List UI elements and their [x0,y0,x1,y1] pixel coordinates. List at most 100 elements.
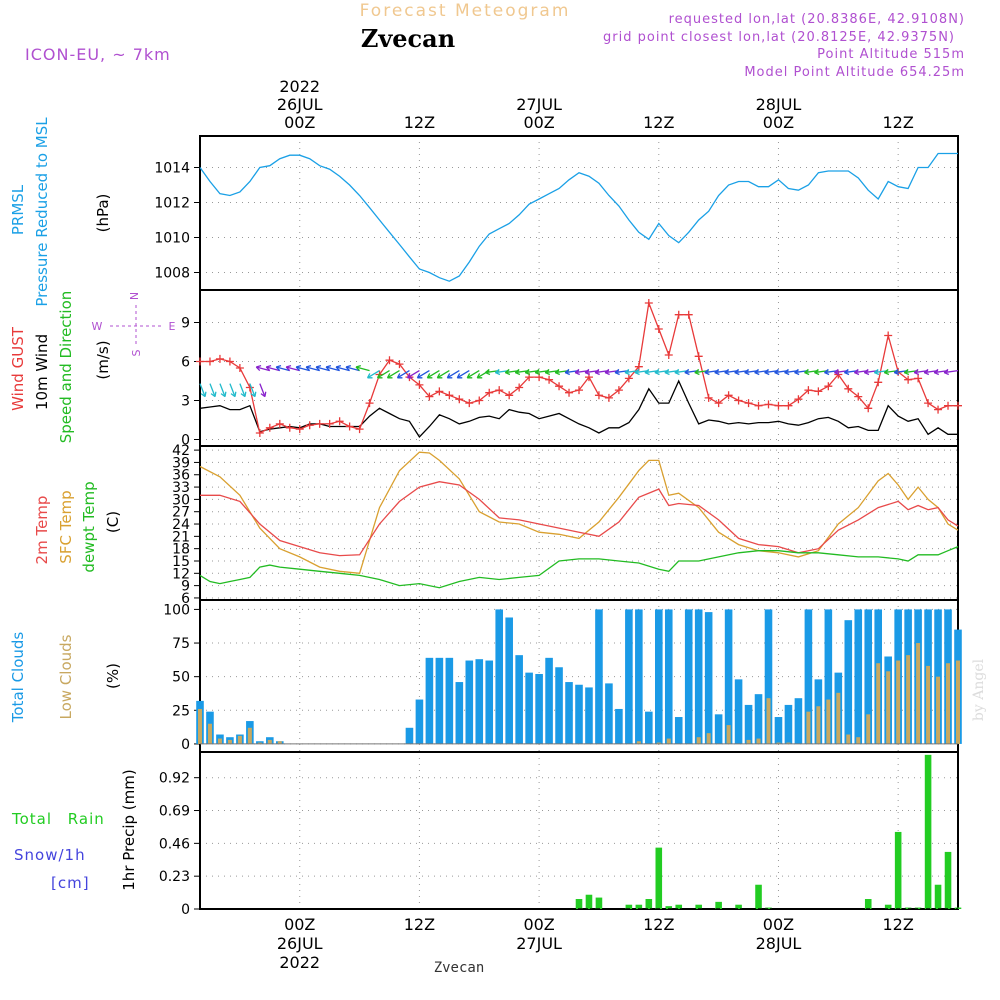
wind-direction-arrow [407,370,420,379]
y-tick-label: 6 [181,355,190,371]
wind-arrow-head [604,368,610,376]
total-cloud-bar [704,612,713,744]
gust-marker [874,378,883,387]
wind-arrow-head [933,368,940,376]
temp-label-2m: 2m Temp [33,496,51,565]
wind-arrow-head [913,368,920,376]
low-cloud-bar [896,660,901,744]
model-name: ICON-EU, ~ 7km [25,45,171,64]
gust-marker [674,310,683,319]
rain-bar [914,907,922,909]
wind-direction-arrow [397,370,410,379]
wind-arrow-head [744,368,750,376]
y-tick-label: 0 [181,737,190,753]
total-cloud-bar [734,679,743,744]
time-label-bottom: 2022 [279,953,320,972]
rain-bar [665,906,673,909]
gust-marker [305,421,314,430]
wind-direction-arrow [355,366,370,372]
y-tick-label: 0 [181,433,190,449]
wind-arrow-head [764,368,770,376]
wind-direction-arrow [417,370,430,379]
gust-marker [555,382,564,391]
total-cloud-bar [784,704,793,744]
total-cloud-bar [545,657,553,744]
temp-unit: (C) [104,511,122,533]
rain-bar [735,904,742,909]
time-label-bottom: 00Z [763,915,794,934]
wind-arrow-head [943,368,949,376]
panel-frame [199,751,959,910]
low-cloud-bar [876,663,881,744]
gust-marker [884,331,893,340]
total-cloud-bar [774,717,783,744]
wind-label-gust: Wind GUST [9,326,27,411]
gust-marker [724,391,733,400]
gust-marker [196,357,204,366]
time-label-bottom: 27JUL [516,934,562,953]
wind-arrow-head [814,368,820,376]
wind-arrow-head [355,365,361,372]
total-cloud-bar [455,682,464,744]
time-label-top: 12Z [643,113,674,132]
y-tick-label: 50 [172,670,190,686]
gust-marker [944,401,953,410]
total-cloud-bar [744,704,753,744]
wind-arrow-head [366,373,373,379]
total-cloud-bar [475,659,484,744]
y-tick-label: 0.69 [159,804,190,820]
gust-marker [804,386,813,395]
y-tick-label: 3 [181,394,190,410]
y-tick-label: 9 [181,579,190,595]
wind-direction-arrow [256,366,270,372]
pressure-unit: (hPa) [94,194,112,233]
wind-arrow-head [466,373,473,379]
gust-marker [734,396,743,405]
time-label-top: 27JUL [516,95,562,114]
wind-arrow-head [724,368,730,376]
pressure-label-prmsl: PRMSL [9,184,27,235]
rain-bar [924,754,932,909]
gust-marker [654,325,663,333]
gust-marker [465,399,474,408]
low-cloud-bar [706,733,711,744]
low-cloud-bar [806,711,811,744]
dewpoint-line [199,545,959,589]
y-tick-label: 18 [172,542,190,558]
gust-marker [784,401,793,410]
gust-marker [684,310,693,319]
wind-arrow-head [416,373,423,379]
low-cloud-bar [816,706,821,744]
y-tick-label: 30 [172,492,190,508]
temp-label-sfc: SFC Temp [57,490,75,563]
wind-arrow-head [843,368,850,376]
wind-arrow-head [200,391,207,398]
low-cloud-bar [198,708,202,744]
rain-bar [655,847,663,909]
gust-marker [644,299,653,307]
low-cloud-bar [726,725,731,744]
wind-direction-arrow [219,383,226,397]
wind-arrow-head [240,391,247,398]
wind-arrow-head [484,368,491,376]
wind-direction-arrow [456,370,470,379]
rain-bar [944,851,952,909]
low-cloud-bar [946,663,951,744]
wind-arrow-head [883,368,890,376]
wind-direction-arrow [249,383,256,397]
wind-arrow-head [674,368,680,376]
low-cloud-bar [227,739,232,744]
low-cloud-bar [237,735,242,744]
wind-arrow-head [644,368,650,376]
gust-marker [954,401,962,410]
total-cloud-bar [844,620,853,744]
low-cloud-bar [756,738,761,744]
low-cloud-bar [217,738,222,744]
gust-marker [325,419,334,428]
y-tick-label: 12 [172,566,190,582]
wind-direction-arrow [367,370,380,379]
total-cloud-bar [425,657,434,744]
